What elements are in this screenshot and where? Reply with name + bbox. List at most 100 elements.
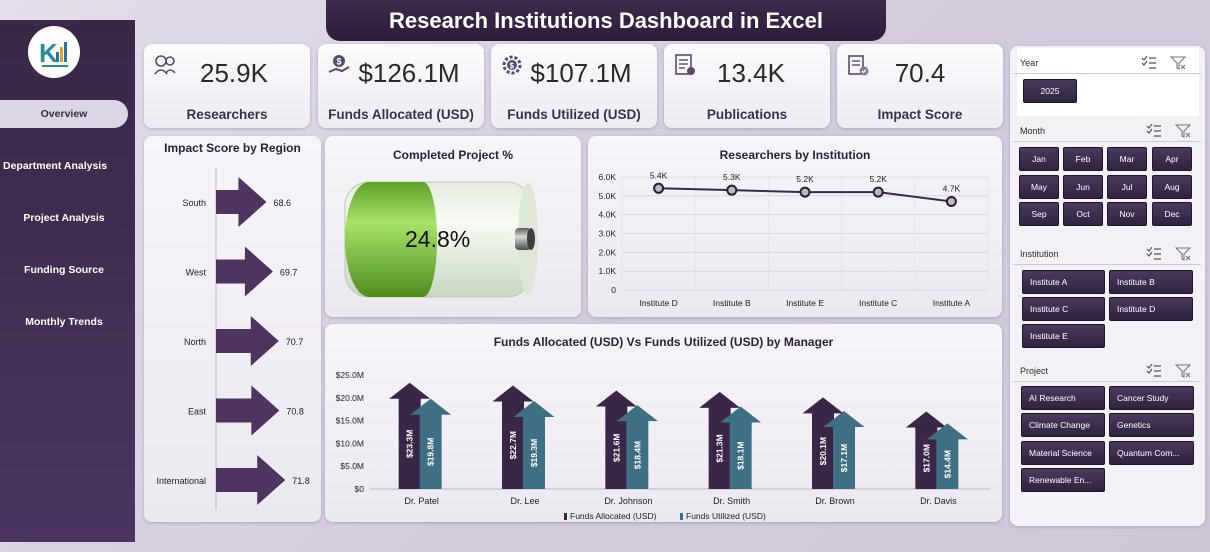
- clear-filter-icon[interactable]: [1175, 247, 1191, 261]
- researchers-panel: Researchers by Institution 0 1.0K 2.0K 3.0K…: [588, 136, 1002, 317]
- slicer-title: Year: [1020, 58, 1039, 68]
- kpi-label: Publications: [706, 107, 788, 122]
- impact-arrow: [216, 316, 279, 366]
- slicer-month: Month Jan Feb Mar Apr May Jun Jul Aug Se…: [1013, 120, 1201, 230]
- publications-icon: [675, 54, 695, 75]
- slicer-project-cancer-study[interactable]: Cancer Study: [1109, 386, 1194, 410]
- researchers-point: [726, 184, 738, 196]
- impact-value-label: 68.6: [273, 198, 291, 208]
- y-tick-label: 3.0K: [599, 229, 617, 239]
- x-tick-label: Dr. Smith: [713, 496, 750, 506]
- kpi-value: 25.9K: [200, 58, 268, 88]
- impact-value-label: 70.7: [286, 337, 304, 347]
- kpi-value: $126.1M: [358, 58, 460, 88]
- slicer-month-dec[interactable]: Dec: [1152, 202, 1192, 226]
- y-tick-label: 0: [611, 285, 616, 295]
- y-tick-label: $5.0M: [340, 461, 364, 471]
- impact-value-label: 71.8: [292, 476, 310, 486]
- slicer-project-quantum-computing[interactable]: Quantum Com...: [1109, 441, 1194, 465]
- multi-select-icon[interactable]: [1146, 364, 1162, 378]
- slicer-header: Institution: [1013, 243, 1201, 265]
- funds-data-label: $19.8M: [426, 438, 436, 466]
- slicer-month-jan[interactable]: Jan: [1019, 147, 1059, 171]
- battery-gauge: [344, 181, 538, 298]
- slicer-project-ai-research[interactable]: AI Research: [1021, 386, 1105, 410]
- y-tick-label: 1.0K: [599, 266, 617, 276]
- funds-title: Funds Allocated (USD) Vs Funds Utilized …: [493, 335, 834, 349]
- slicer-institution-a[interactable]: Institute A: [1022, 270, 1105, 294]
- nav-funding-source[interactable]: Funding Source: [24, 264, 104, 276]
- slicer-year: Year 2025: [1013, 52, 1201, 116]
- completed-project-title: Completed Project %: [392, 148, 514, 162]
- slicer-institution-b[interactable]: Institute B: [1109, 270, 1193, 294]
- impact-value-label: 69.7: [280, 268, 298, 278]
- sidebar: K Overview Department Analysis Project A…: [0, 20, 135, 542]
- legend-label: Funds Utilized (USD): [686, 511, 766, 521]
- funds-data-label: $23.3M: [405, 430, 415, 458]
- slicer-header: Month: [1013, 120, 1201, 142]
- x-tick-label: Dr. Johnson: [604, 496, 652, 506]
- slicer-month-nov[interactable]: Nov: [1107, 202, 1147, 226]
- clear-filter-icon[interactable]: [1170, 56, 1186, 70]
- kpi-label: Impact Score: [877, 107, 963, 122]
- clear-filter-icon[interactable]: [1175, 364, 1191, 378]
- y-tick-label: 5.0K: [599, 191, 617, 201]
- slicer-month-mar[interactable]: Mar: [1107, 147, 1147, 171]
- funds-data-label: $20.1M: [818, 437, 828, 465]
- slicer-institution-c[interactable]: Institute C: [1022, 297, 1105, 321]
- slicer-month-may[interactable]: May: [1019, 175, 1059, 199]
- researchers-data-label: 5.2K: [869, 174, 887, 184]
- funds-utilized-bar: [720, 406, 762, 489]
- nav-department-analysis[interactable]: Department Analysis: [3, 160, 108, 172]
- slicer-month-feb[interactable]: Feb: [1063, 147, 1103, 171]
- slicer-month-jun[interactable]: Jun: [1063, 175, 1103, 199]
- slicer-month-aug[interactable]: Aug: [1152, 175, 1192, 199]
- funds-data-label: $18.1M: [736, 442, 746, 470]
- funds-data-label: $21.3M: [715, 434, 725, 462]
- slicer-month-sep[interactable]: Sep: [1019, 202, 1059, 226]
- funds-utilized-bar: [823, 411, 865, 489]
- nav-overview[interactable]: Overview: [0, 100, 128, 128]
- completed-project-panel: Completed Project % 24.8%: [325, 136, 581, 317]
- slicer-institution: Institution Institute A Institute B Inst…: [1013, 243, 1201, 353]
- impact-arrow: [216, 455, 286, 505]
- kpi-value: 13.4K: [717, 58, 785, 88]
- battery-fill: [345, 182, 438, 297]
- x-tick-label: Dr. Lee: [510, 496, 539, 506]
- legend-swatch-utilized: [680, 513, 683, 520]
- impact-category-label: East: [188, 407, 207, 417]
- researchers-data-label: 5.2K: [796, 174, 814, 184]
- slicer-project-genetics[interactable]: Genetics: [1109, 413, 1194, 437]
- slicer-project-renewable-energy[interactable]: Renewable En...: [1021, 468, 1105, 492]
- researchers-point: [872, 186, 884, 198]
- nav-project-analysis[interactable]: Project Analysis: [23, 212, 105, 224]
- x-tick-label: Dr. Davis: [920, 496, 957, 506]
- multi-select-icon[interactable]: [1141, 56, 1157, 70]
- slicer-month-apr[interactable]: Apr: [1152, 147, 1192, 171]
- funds-utilized-bar: [616, 405, 658, 489]
- kpi-value: $107.1M: [530, 58, 632, 88]
- slicer-year-2025[interactable]: 2025: [1023, 79, 1077, 103]
- x-tick-label: Institute B: [713, 298, 751, 308]
- slicer-project-climate-change[interactable]: Climate Change: [1021, 413, 1105, 437]
- slicer-project: Project AI Research Cancer Study Climate…: [1013, 360, 1201, 495]
- page-title: Research Institutions Dashboard in Excel: [326, 0, 886, 41]
- multi-select-icon[interactable]: [1146, 124, 1162, 138]
- impact-score-title: Impact Score by Region: [164, 141, 301, 155]
- multi-select-icon[interactable]: [1146, 247, 1162, 261]
- slicer-institution-d[interactable]: Institute D: [1109, 297, 1193, 321]
- y-tick-label: $20.0M: [336, 393, 364, 403]
- nav-monthly-trends[interactable]: Monthly Trends: [25, 316, 103, 328]
- x-tick-label: Institute E: [786, 298, 824, 308]
- researchers-data-label: 5.4K: [650, 170, 668, 180]
- slicer-institution-e[interactable]: Institute E: [1022, 324, 1105, 348]
- funds-utilized-bar: [513, 400, 555, 489]
- slicer-project-material-science[interactable]: Material Science: [1021, 441, 1105, 465]
- svg-text:$: $: [337, 57, 342, 67]
- slicer-month-oct[interactable]: Oct: [1063, 202, 1103, 226]
- clear-filter-icon[interactable]: [1175, 124, 1191, 138]
- impact-score-panel: Impact Score by Region South 68.6 West 69.7…: [144, 136, 321, 522]
- svg-text:$: $: [510, 62, 515, 71]
- y-tick-label: 2.0K: [599, 247, 617, 257]
- slicer-month-jul[interactable]: Jul: [1107, 175, 1147, 199]
